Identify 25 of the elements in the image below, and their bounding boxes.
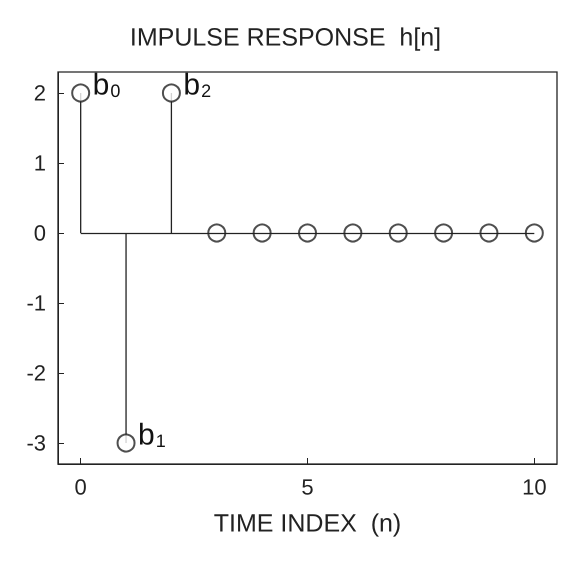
chart-title: IMPULSE RESPONSE h[n] [130,24,442,52]
point [116,434,136,452]
y-tick-label: -3 [26,430,46,456]
point [343,224,362,242]
y-tick-label: -2 [26,360,46,386]
x-tick-label: 10 [522,474,547,500]
y-tick-label: 2 [34,80,46,106]
point [207,224,226,242]
x-axis-title: TIME INDEX (n) [214,510,402,538]
point [162,84,181,102]
y-tick-label: 1 [34,150,46,176]
point [71,84,90,102]
point [298,224,317,242]
annotation: b1 [138,418,166,452]
point [434,224,454,242]
y-tick-label: 0 [34,220,46,246]
y-tick-label: -1 [26,290,46,316]
x-tick-label: 5 [301,474,314,500]
point [388,224,408,242]
x-tick-label: 0 [74,474,87,500]
point [479,224,498,242]
annotation: b0 [92,68,120,102]
point [252,224,272,242]
point [524,224,544,242]
annotation: b2 [183,68,212,102]
